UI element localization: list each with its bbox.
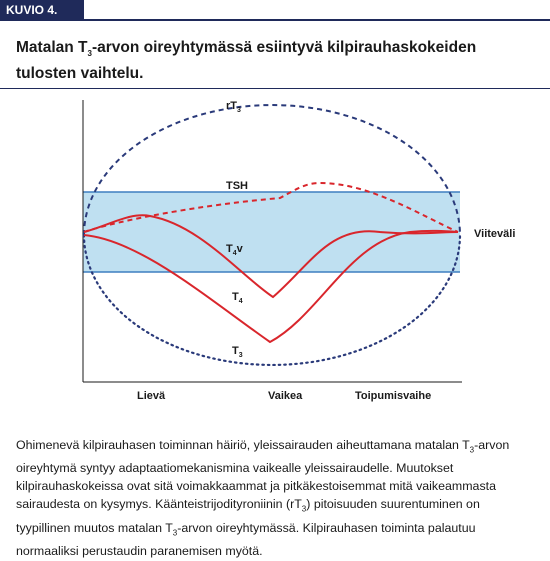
curve-label: T4v — [226, 243, 244, 257]
title: Matalan T3-arvon oireyhtymässä esiintyvä… — [16, 38, 536, 84]
caption: Ohimenevä kilpirauhasen toiminnan häiriö… — [16, 436, 536, 560]
text: -arvon oireyhtymässä. Kilpirauhasen toim… — [16, 520, 476, 559]
curve-label: T4 — [232, 291, 243, 305]
figure: rT3 TSH T4v T4 T3 Viiteväli Lievä Vaikea… — [82, 100, 515, 402]
text: 4 — [239, 298, 243, 305]
text: 3 — [239, 352, 243, 359]
text: -arvon oireyhtymä syntyy adaptaatiomekan… — [16, 438, 510, 512]
text: 4 — [233, 250, 237, 257]
figure-label: KUVIO 4. — [0, 0, 84, 21]
curve-label: T3 — [232, 345, 243, 359]
rule — [0, 19, 550, 21]
text: T — [232, 291, 239, 303]
rt3-curve — [83, 104, 461, 236]
reference-label: Viiteväli — [474, 228, 515, 240]
text: T — [226, 243, 233, 255]
text: ) pitoisuuden suurentuminen on tyypillin… — [16, 497, 480, 535]
text: 3 — [87, 49, 92, 59]
text: 3 — [469, 445, 475, 455]
phase-label: Lievä — [137, 390, 166, 402]
text: -arvon oireyhtymässä esiintyvä kilpirauh… — [16, 39, 477, 83]
text: T — [232, 345, 239, 357]
rule — [0, 88, 550, 89]
text: v — [237, 243, 244, 255]
text: 3 — [172, 528, 178, 538]
t3-curve — [82, 233, 462, 367]
text: Ohimenevä kilpirauhasen toiminnan häiriö… — [16, 438, 470, 452]
text: Matalan T — [16, 39, 88, 56]
curve-label: TSH — [226, 180, 248, 192]
text: 3 — [237, 107, 241, 114]
t4-curve — [83, 229, 459, 344]
text: rT — [226, 100, 237, 112]
tsh-curve — [83, 181, 459, 233]
text: 3 — [301, 504, 307, 514]
reference-band — [83, 192, 460, 272]
curve-label: rT3 — [226, 100, 241, 114]
phase-label: Vaikea — [268, 390, 303, 402]
phase-label: Toipumisvaihe — [355, 390, 431, 402]
t4v-curve — [83, 214, 459, 299]
